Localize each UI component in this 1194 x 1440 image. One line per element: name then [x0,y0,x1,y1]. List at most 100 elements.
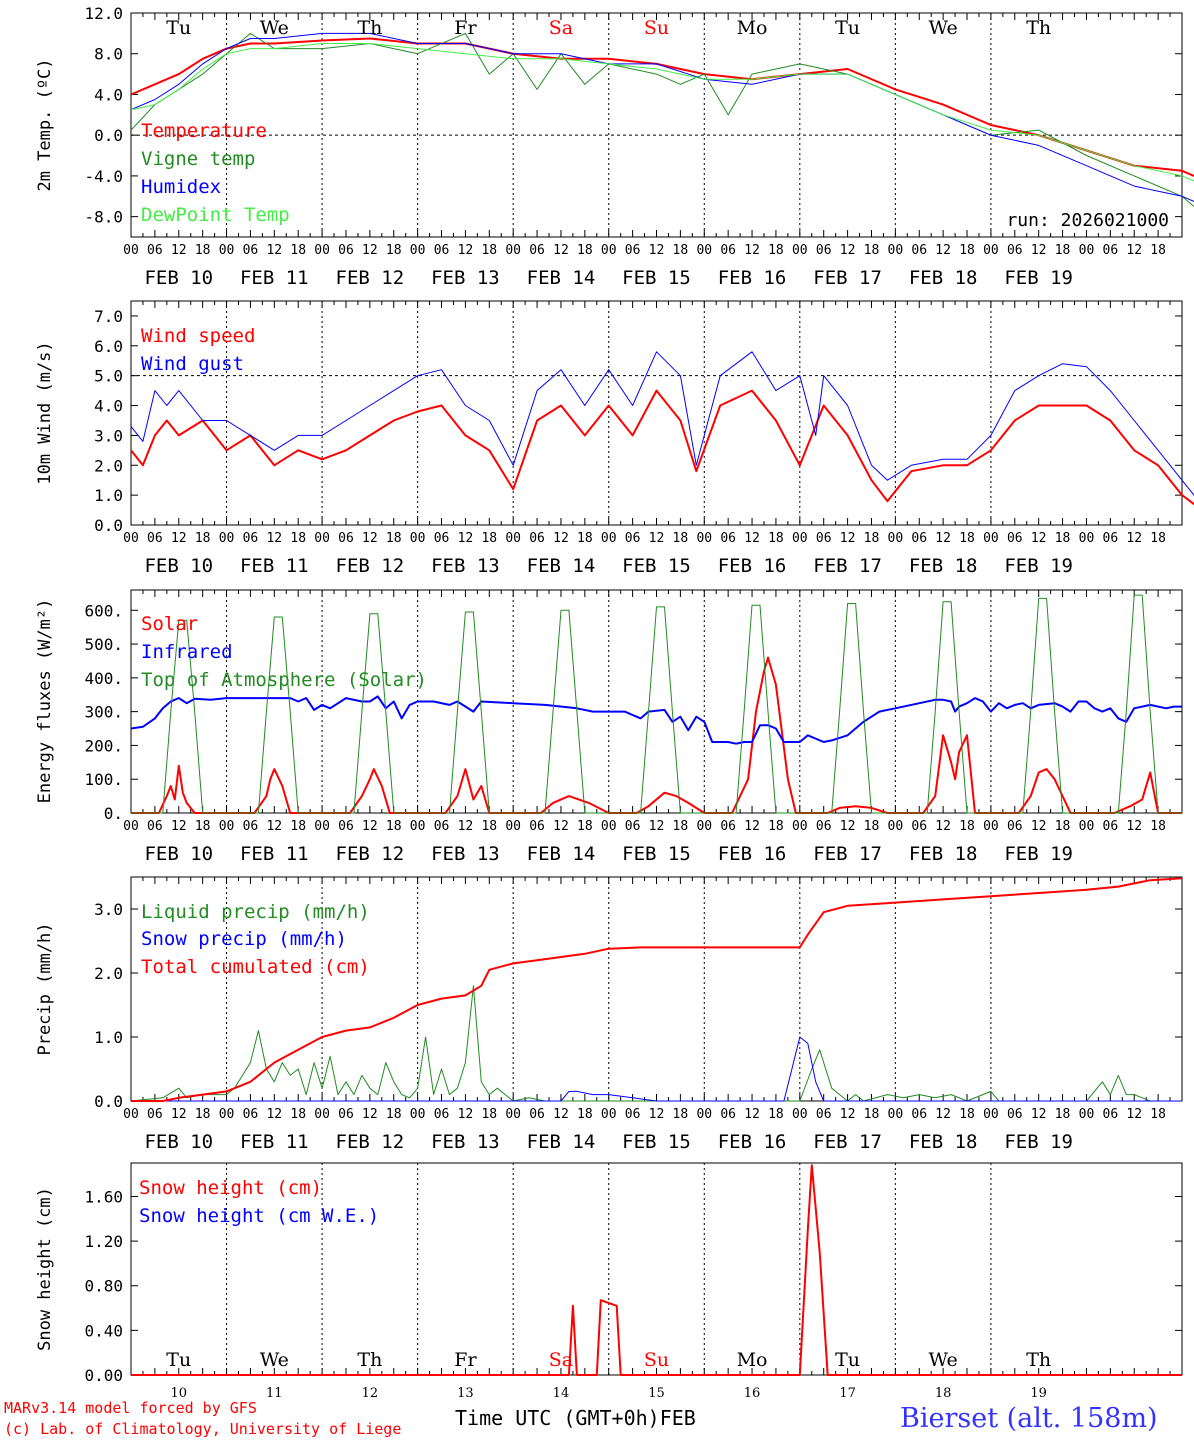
date-label: FEB 13 [431,267,500,289]
hour-tick-label: 00 [696,243,712,258]
hour-tick-label: 06 [243,819,259,834]
hour-tick-label: 18 [481,531,497,546]
hour-tick-label: 18 [1150,531,1166,546]
day-code: Th [1026,17,1051,39]
y-axis-label: Snow height (cm) [35,1187,55,1351]
hour-tick-label: 00 [983,531,999,546]
y-tick-label: 4.0 [94,397,123,416]
hour-tick-label: 18 [1055,243,1071,258]
date-label: FEB 14 [527,555,596,577]
hour-tick-label: 12 [1031,819,1047,834]
date-label: FEB 13 [431,555,500,577]
hour-tick-label: 12 [171,819,187,834]
month-label: FEB [659,1406,696,1430]
date-label: FEB 18 [909,1131,978,1153]
day-code: We [929,17,958,39]
hour-tick-label: 12 [649,1107,665,1122]
hour-tick-label: 18 [577,1107,593,1122]
time-axis-title: Time UTC (GMT+0h)FEB [455,1406,696,1430]
hour-tick-label: 18 [195,1107,211,1122]
hour-tick-label: 12 [744,531,760,546]
hour-tick-label: 00 [696,531,712,546]
hour-tick-label: 06 [147,1107,163,1122]
hour-tick-label: 18 [673,819,689,834]
hour-tick-label: 06 [816,243,832,258]
hour-tick-label: 18 [386,243,402,258]
series-line [131,877,1183,1102]
hour-tick-label: 00 [983,819,999,834]
hour-tick-label: 06 [816,1107,832,1122]
date-label: FEB 13 [431,843,500,865]
hour-tick-label: 12 [362,243,378,258]
time-axis-label: Time UTC (GMT+0h) [455,1406,660,1430]
series-line [130,351,1194,497]
hour-tick-label: 18 [577,819,593,834]
day-code: Sa [549,1349,573,1371]
hour-tick-label: 06 [1007,819,1023,834]
hour-tick-label: 18 [290,531,306,546]
hour-tick-label: 06 [529,243,545,258]
hour-tick-label: 06 [911,243,927,258]
hour-tick-label: 00 [219,1107,235,1122]
hour-tick-label: 18 [959,819,975,834]
hour-tick-label: 00 [123,531,139,546]
day-number: 19 [1030,1386,1047,1401]
hour-tick-label: 12 [744,243,760,258]
hour-tick-label: 00 [123,243,139,258]
series-line [130,37,1194,178]
hour-tick-label: 12 [935,531,951,546]
legend-entry: Snow height (cm) [139,1177,322,1199]
day-code: Tu [835,1349,860,1371]
hour-tick-label: 06 [529,1107,545,1122]
date-label: FEB 19 [1004,1131,1073,1153]
y-tick-label: -4.0 [84,167,123,186]
hour-tick-label: 12 [458,531,474,546]
hour-tick-label: 00 [219,243,235,258]
hour-tick-label: 06 [243,243,259,258]
hour-tick-label: 06 [147,531,163,546]
date-label: FEB 12 [336,1131,405,1153]
hour-tick-label: 18 [959,1107,975,1122]
hour-tick-label: 18 [768,243,784,258]
hour-tick-label: 12 [171,1107,187,1122]
date-label: FEB 11 [240,267,309,289]
hour-tick-label: 06 [1007,531,1023,546]
hour-tick-label: 12 [266,1107,282,1122]
hour-tick-label: 18 [959,531,975,546]
hour-tick-label: 12 [1031,1107,1047,1122]
hour-tick-label: 12 [266,819,282,834]
day-code: Th [1026,1349,1051,1371]
y-tick-label: 200. [84,736,123,755]
hour-tick-label: 12 [649,819,665,834]
hour-tick-label: 12 [362,1107,378,1122]
day-code: Fr [454,17,477,39]
hour-tick-label: 06 [1007,243,1023,258]
series-line [131,1036,1182,1102]
hour-tick-label: 06 [720,1107,736,1122]
y-tick-label: 300. [84,703,123,722]
day-code: We [260,17,289,39]
day-code: Su [644,17,669,39]
hour-tick-label: 18 [481,1107,497,1122]
hour-tick-label: 00 [601,819,617,834]
hour-tick-label: 06 [1103,1107,1119,1122]
hour-tick-label: 06 [338,531,354,546]
hour-tick-label: 00 [792,819,808,834]
day-number: 12 [362,1386,379,1401]
plot-frame [130,300,1183,526]
hour-tick-label: 00 [601,531,617,546]
y-tick-label: 400. [84,669,123,688]
hour-tick-label: 18 [673,243,689,258]
series-line [130,695,1182,745]
date-label: FEB 14 [527,1131,596,1153]
date-label: FEB 10 [144,843,213,865]
hour-tick-label: 00 [410,243,426,258]
day-code: Tu [166,1349,191,1371]
y-tick-label: 0.00 [84,1366,123,1385]
hour-tick-label: 00 [314,531,330,546]
y-tick-label: 1.60 [84,1187,123,1206]
hour-tick-label: 18 [290,243,306,258]
hour-tick-label: 06 [1103,243,1119,258]
y-tick-label: 0. [104,804,123,823]
hour-tick-label: 00 [123,1107,139,1122]
